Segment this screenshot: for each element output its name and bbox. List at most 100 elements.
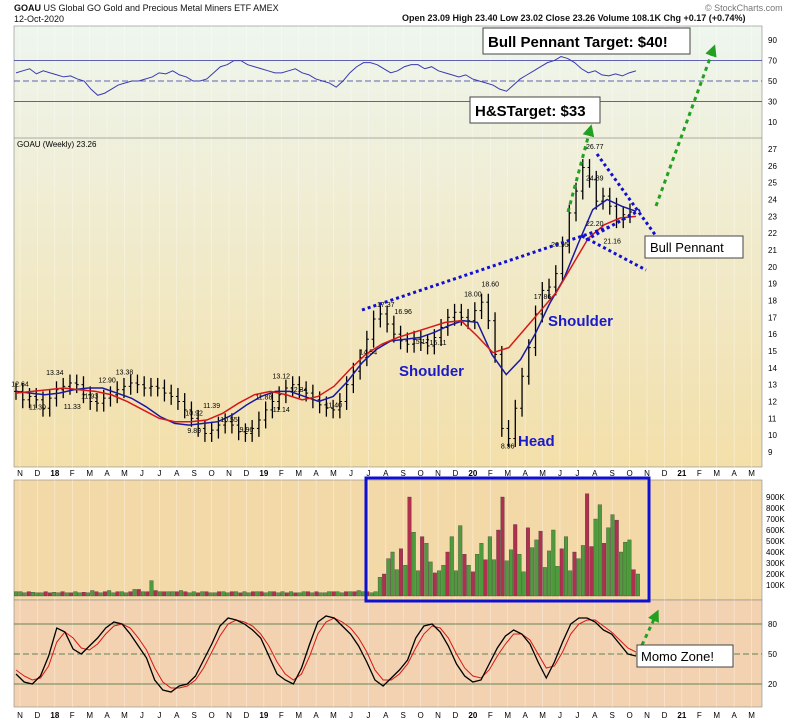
price-value-label: 12.64 bbox=[11, 382, 29, 389]
volume-tick-label: 800K bbox=[766, 504, 785, 513]
month-tick-label-top: O bbox=[208, 469, 214, 478]
price-tick-label: 18 bbox=[768, 297, 777, 306]
month-tick-label-bottom: F bbox=[488, 711, 493, 720]
volume-bar bbox=[441, 565, 446, 597]
month-tick-label-bottom: M bbox=[330, 711, 337, 720]
month-tick-label-top: J bbox=[366, 469, 370, 478]
month-tick-label-bottom: F bbox=[697, 711, 702, 720]
volume-bar bbox=[424, 543, 429, 597]
volume-bar bbox=[263, 592, 268, 597]
month-tick-label-bottom: D bbox=[35, 711, 41, 720]
volume-bar bbox=[86, 592, 90, 597]
volume-bar bbox=[551, 529, 556, 597]
volume-bar bbox=[132, 589, 137, 597]
chart-header-title: GOAU US Global GO Gold and Precious Meta… bbox=[14, 3, 279, 13]
month-tick-label-bottom: M bbox=[539, 711, 546, 720]
volume-bar bbox=[276, 592, 281, 597]
month-tick-label-top: N bbox=[435, 469, 441, 478]
volume-bar bbox=[339, 592, 344, 597]
bull-target-text: Bull Pennant Target: $40! bbox=[488, 34, 668, 51]
volume-bar bbox=[542, 567, 547, 597]
volume-bar bbox=[102, 591, 107, 597]
volume-bar bbox=[208, 592, 213, 597]
price-tick-label: 13 bbox=[768, 381, 777, 390]
volume-bar bbox=[331, 591, 336, 597]
volume-bar bbox=[623, 541, 628, 597]
volume-bar bbox=[217, 591, 222, 597]
month-tick-label-bottom: M bbox=[713, 711, 720, 720]
price-value-label: 15.17 bbox=[412, 339, 430, 346]
volume-bar bbox=[466, 565, 471, 597]
volume-tick-label: 500K bbox=[766, 537, 785, 546]
volume-bar bbox=[162, 591, 167, 597]
chart-date: 12-Oct-2020 bbox=[14, 14, 65, 24]
month-tick-label-bottom: O bbox=[208, 711, 214, 720]
price-tick-label: 16 bbox=[768, 330, 777, 339]
volume-bar bbox=[437, 570, 442, 597]
month-tick-label-top: M bbox=[121, 469, 128, 478]
month-tick-label-top: S bbox=[610, 469, 615, 478]
volume-bar bbox=[593, 518, 598, 597]
price-tick-label: 21 bbox=[768, 246, 777, 255]
volume-layer bbox=[14, 476, 651, 603]
price-tick-label: 26 bbox=[768, 162, 777, 171]
price-value-label: 11.93 bbox=[81, 394, 98, 401]
volume-bar bbox=[39, 592, 44, 597]
volume-tick-label: 600K bbox=[766, 526, 785, 535]
price-value-label: 14.54 bbox=[360, 350, 378, 357]
month-tick-label-top: D bbox=[35, 469, 41, 478]
hs-target-callout: H&STarget: $33 bbox=[469, 96, 601, 124]
volume-bar bbox=[360, 591, 365, 597]
rsi-indicator bbox=[14, 55, 762, 139]
month-tick-label-top: A bbox=[104, 469, 110, 478]
month-tick-label-top: M bbox=[748, 469, 755, 478]
momentum-tick-label: 50 bbox=[768, 650, 777, 659]
month-tick-label-bottom: A bbox=[104, 711, 110, 720]
month-tick-label-bottom: A bbox=[383, 711, 389, 720]
month-tick-label-top: S bbox=[192, 469, 197, 478]
volume-bar bbox=[407, 496, 412, 597]
volume-bar bbox=[602, 543, 607, 597]
price-value-label: 13.38 bbox=[116, 369, 134, 376]
volume-bar bbox=[373, 591, 378, 597]
month-tick-label-top: M bbox=[86, 469, 93, 478]
volume-bar bbox=[585, 493, 590, 597]
volume-tick-label: 400K bbox=[766, 548, 785, 557]
price-value-label: 16.96 bbox=[394, 309, 412, 316]
volume-bar bbox=[386, 558, 391, 597]
volume-bar bbox=[14, 591, 19, 597]
month-tick-label-bottom: N bbox=[17, 711, 23, 720]
rsi-tick-label: 70 bbox=[768, 57, 777, 66]
volume-bar bbox=[242, 591, 247, 597]
bull-pennant-text: Bull Pennant bbox=[650, 240, 724, 255]
price-panel bbox=[13, 25, 763, 468]
ema-red-line bbox=[15, 215, 637, 423]
volume-bar bbox=[627, 539, 632, 597]
volume-bar bbox=[399, 548, 403, 597]
volume-bar bbox=[432, 572, 437, 597]
month-tick-label-bottom: J bbox=[157, 711, 161, 720]
price-value-label: 12.90 bbox=[98, 377, 116, 384]
month-tick-label-top: N bbox=[226, 469, 232, 478]
rsi-tick-label: 10 bbox=[768, 118, 777, 127]
volume-bar bbox=[238, 592, 243, 597]
month-tick-label-bottom: S bbox=[610, 711, 615, 720]
month-tick-label-top: M bbox=[539, 469, 546, 478]
pennant-lower bbox=[581, 234, 647, 272]
month-tick-label-bottom: F bbox=[279, 711, 284, 720]
volume-bar bbox=[267, 591, 272, 597]
price-tick-label: 20 bbox=[768, 263, 777, 272]
month-tick-label-top: O bbox=[627, 469, 633, 478]
month-tick-label-top: M bbox=[504, 469, 511, 478]
volume-bar bbox=[18, 591, 23, 597]
volume-bar bbox=[445, 551, 450, 597]
security-name: US Global GO Gold and Precious Metal Min… bbox=[43, 3, 252, 13]
momo-arrow bbox=[640, 609, 659, 646]
ticker-symbol: GOAU bbox=[14, 3, 41, 13]
bull-pennant-box bbox=[644, 235, 744, 259]
price-series-label: GOAU (Weekly) 23.26 bbox=[17, 140, 97, 149]
momentum-fast-line bbox=[15, 615, 637, 693]
volume-bar bbox=[458, 525, 463, 597]
volume-bar bbox=[297, 592, 302, 597]
volume-bar bbox=[568, 570, 573, 597]
